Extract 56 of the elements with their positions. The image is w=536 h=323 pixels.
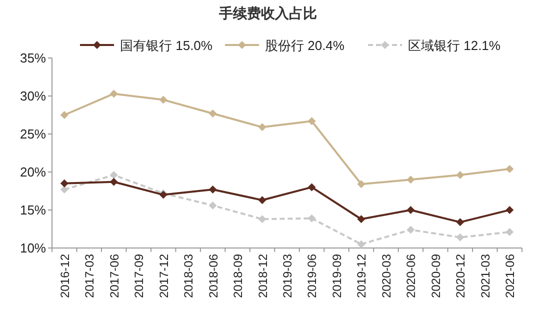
x-tick-label: 2017-09 xyxy=(132,254,146,298)
y-tick-label: 15% xyxy=(20,202,46,218)
x-tick-label: 2020-09 xyxy=(428,254,443,298)
x-tick-label: 2018-12 xyxy=(256,254,270,298)
legend-label: 股份行 20.4% xyxy=(265,38,345,53)
x-tick-label: 2017-12 xyxy=(156,254,171,298)
point xyxy=(357,240,366,248)
x-tick-label: 2021-06 xyxy=(503,254,518,298)
point xyxy=(110,90,118,98)
point xyxy=(308,183,316,192)
x-tick-label: 2020-03 xyxy=(379,254,394,298)
point xyxy=(506,228,514,236)
x-tick-label: 2020-12 xyxy=(454,254,468,298)
x-tick-label: 2019-06 xyxy=(305,254,320,298)
point xyxy=(110,178,118,186)
point xyxy=(258,123,266,132)
point xyxy=(258,215,266,224)
y-tick-label: 35% xyxy=(20,50,46,66)
point xyxy=(406,206,415,214)
x-tick-label: 2021-03 xyxy=(478,254,492,298)
point xyxy=(456,171,464,180)
point xyxy=(208,185,217,194)
x-tick-label: 2020-06 xyxy=(404,254,418,298)
y-tick-label: 25% xyxy=(20,126,46,142)
x-tick-label: 2016-12 xyxy=(58,254,72,298)
point xyxy=(60,111,68,119)
point xyxy=(308,214,316,222)
point xyxy=(456,218,464,226)
chart-title: 手续费收入占比 xyxy=(218,5,317,21)
x-tick-label: 2019-03 xyxy=(280,254,294,298)
point xyxy=(506,164,514,173)
x-tick-label: 2017-03 xyxy=(82,254,97,298)
x-tick-label: 2018-09 xyxy=(231,254,246,298)
point xyxy=(456,233,464,242)
point xyxy=(258,196,266,204)
point xyxy=(208,109,217,118)
point xyxy=(357,180,366,188)
legend-label: 区域银行 12.1% xyxy=(408,38,501,53)
point xyxy=(208,201,217,210)
point xyxy=(159,96,168,104)
point xyxy=(308,117,316,126)
point xyxy=(406,226,415,234)
legend-label: 国有银行 15.0% xyxy=(120,38,213,53)
point xyxy=(357,215,366,224)
point xyxy=(506,206,514,214)
x-tick-label: 2018-03 xyxy=(182,254,196,298)
point xyxy=(110,171,118,180)
x-tick-label: 2018-06 xyxy=(206,254,220,298)
point xyxy=(406,176,415,184)
x-tick-label: 2017-06 xyxy=(107,254,122,298)
y-tick-label: 10% xyxy=(20,240,46,256)
point xyxy=(60,179,68,188)
y-tick-label: 20% xyxy=(20,164,46,180)
x-tick-label: 2019-12 xyxy=(354,254,369,298)
y-tick-label: 30% xyxy=(20,88,46,104)
x-tick-label: 2019-09 xyxy=(330,254,344,298)
